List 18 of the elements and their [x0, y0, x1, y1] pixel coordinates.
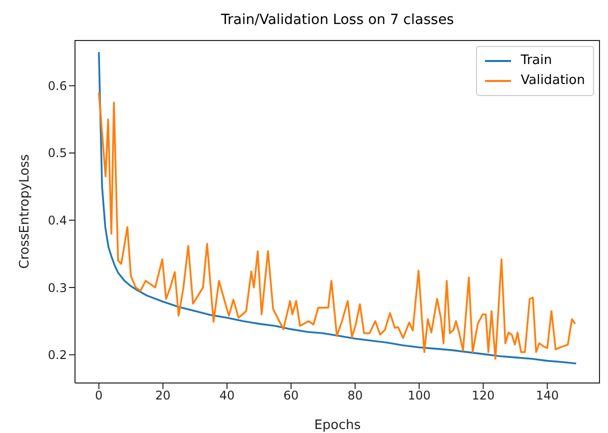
x-tick-label: 140: [536, 388, 559, 403]
y-tick-label: 0.3: [48, 280, 67, 295]
x-tick-label: 100: [408, 388, 431, 403]
y-tick-label: 0.2: [48, 348, 67, 362]
legend-label: Train: [520, 52, 552, 70]
x-tick-label: 0: [95, 388, 103, 403]
legend-label: Validation: [520, 72, 585, 90]
x-tick-label: 120: [472, 388, 495, 403]
x-tick-label: 80: [347, 388, 363, 403]
y-tick-label: 0.6: [48, 78, 67, 93]
x-tick-label: 40: [219, 388, 235, 403]
x-axis-title: Epochs: [314, 418, 362, 433]
x-tick-label: 60: [283, 388, 299, 403]
chart-title: Train/Validation Loss on 7 classes: [220, 12, 455, 28]
y-tick-label: 0.4: [48, 214, 67, 228]
y-tick-label: 0.5: [48, 146, 67, 160]
x-tick-label: 20: [155, 388, 171, 403]
y-axis-title: CrossEntropyLoss: [18, 154, 33, 269]
